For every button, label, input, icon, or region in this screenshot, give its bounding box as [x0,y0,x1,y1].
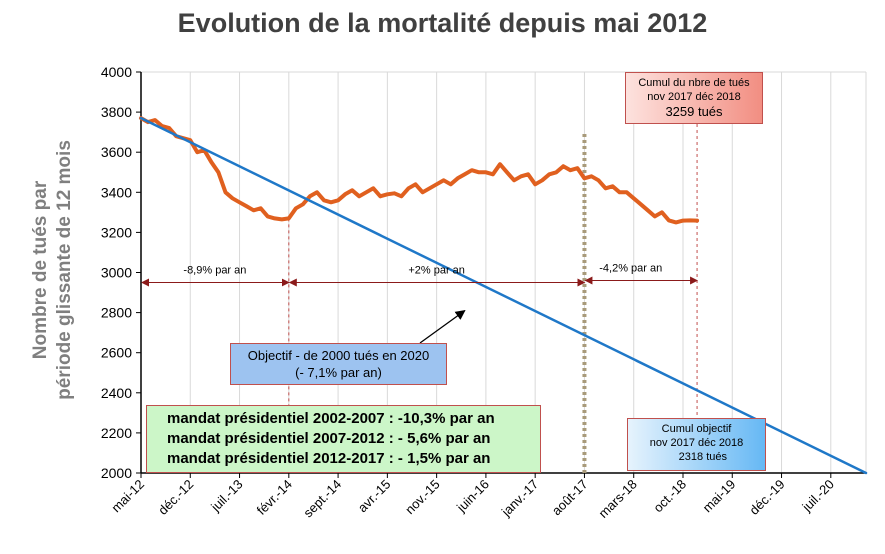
x-tick-label: juil.-20 [799,477,837,515]
x-tick-label: févr.-14 [254,477,295,518]
objectif-callout: Objectif - de 2000 tués en 2020 (- 7,1% … [230,343,447,385]
x-tick-label: nov.-15 [402,477,443,518]
y-axis-label-line1: Nombre de tués par [30,180,51,359]
period-arrow-label: -8,9% par an [183,265,246,277]
y-tick-label: 2800 [101,305,132,321]
cumul-tues-line3: 3259 tués [665,104,723,119]
mandat-line: mandat présidentiel 2002-2007 : -10,3% p… [167,410,495,427]
y-tick-label: 2400 [101,385,132,401]
x-tick-label: mars-18 [596,477,640,521]
x-tick-label: août-17 [549,477,591,519]
series-line-actual [139,116,700,225]
cumul-objectif-line2: nov 2017 déc 2018 [649,437,744,449]
y-tick-label: 3600 [101,144,132,160]
cumul-objectif-line3: 2318 tués [678,451,727,463]
x-tick-label: mai-19 [700,477,739,516]
x-tick-label: avr.-15 [355,477,394,516]
objectif-line1: Objectif - de 2000 tués en 2020 [247,348,430,363]
x-tick-label: janv.-17 [498,477,541,520]
x-tick-label: déc.-19 [746,477,787,518]
cumul-tues-callout: Cumul du nbre de tués nov 2017 déc 2018 … [625,72,763,124]
mandat-line: mandat présidentiel 2012-2017 : - 1,5% p… [167,450,491,467]
x-tick-label: déc.-12 [155,477,196,518]
period-arrow-label: +2% par an [408,265,465,277]
x-tick-label: juil.-13 [207,477,245,515]
chart-title: Evolution de la mortalité depuis mai 201… [177,8,708,38]
x-tick-label: juin-16 [453,477,492,516]
cumul-tues-line1: Cumul du nbre de tués [638,77,750,89]
cumul-objectif-callout: Cumul objectif nov 2017 déc 2018 2318 tu… [627,418,766,471]
mandats-callout: mandat présidentiel 2002-2007 : -10,3% p… [146,405,541,473]
y-tick-label: 2600 [101,345,132,361]
x-tick-label: sept.-14 [300,477,344,521]
y-tick-label: 2200 [101,425,132,441]
y-tick-label: 3200 [101,224,132,240]
y-axis-label-line2: période glissante de 12 mois [54,140,75,400]
y-axis-label: Nombre de tués par période glissante de … [20,100,84,440]
y-tick-label: 3800 [101,104,132,120]
mandat-line: mandat présidentiel 2007-2012 : - 5,6% p… [167,430,491,447]
objectif-line2: (- 7,1% par an) [295,365,382,380]
y-tick-label: 3400 [101,184,132,200]
period-arrow-label: -4,2% par an [599,263,662,275]
x-tick-label: mai-12 [108,477,147,516]
y-tick-label: 3000 [101,265,132,281]
pointer-arrow [419,310,466,344]
x-tick-label: oct.-18 [650,477,689,516]
cumul-objectif-line1: Cumul objectif [661,423,732,435]
y-tick-label: 2000 [101,465,132,481]
y-tick-label: 4000 [101,64,132,80]
cumul-tues-line2: nov 2017 déc 2018 [647,91,741,103]
